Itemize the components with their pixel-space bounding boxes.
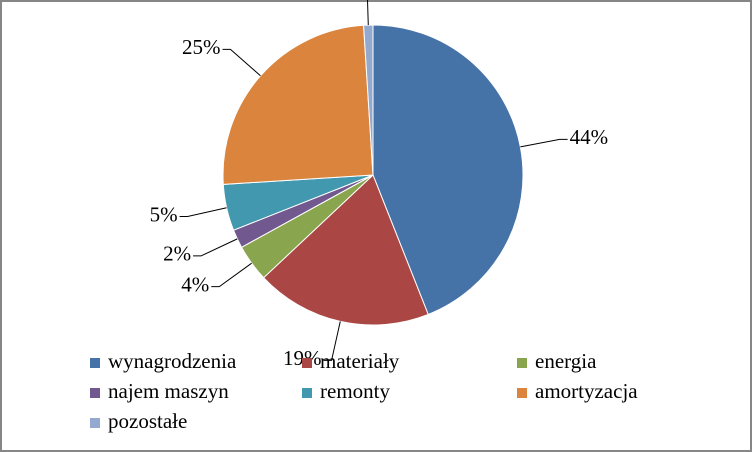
data-label: 44%: [570, 125, 609, 149]
legend-swatch: [90, 388, 100, 398]
leader-line: [367, 0, 369, 26]
legend-swatch: [517, 358, 527, 368]
leader-line: [179, 207, 227, 217]
pie-slice: [262, 174, 429, 326]
legend-label: najem maszyn: [108, 379, 229, 403]
leader-line: [520, 138, 568, 148]
legend-label: remonty: [320, 379, 390, 403]
legend-swatch: [90, 418, 100, 428]
legend-swatch: [302, 358, 312, 368]
data-label: 4%: [181, 272, 209, 296]
legend-swatch: [90, 358, 100, 368]
leader-line: [323, 321, 341, 361]
legend-label: wynagrodzenia: [108, 349, 237, 373]
legend-label: amortyzacja: [535, 379, 638, 403]
legend-label: pozostałe: [108, 409, 187, 433]
legend-swatch: [517, 388, 527, 398]
data-label: 2%: [163, 242, 191, 266]
legend-label: energia: [535, 349, 597, 373]
leader-line: [222, 48, 261, 77]
pie-slice: [372, 24, 524, 316]
legend-swatch: [302, 388, 312, 398]
leader-line: [193, 238, 238, 257]
leader-line: [211, 262, 252, 288]
data-label: 5%: [150, 202, 178, 226]
legend-label: materiały: [320, 349, 400, 373]
data-label: 25%: [182, 35, 221, 59]
